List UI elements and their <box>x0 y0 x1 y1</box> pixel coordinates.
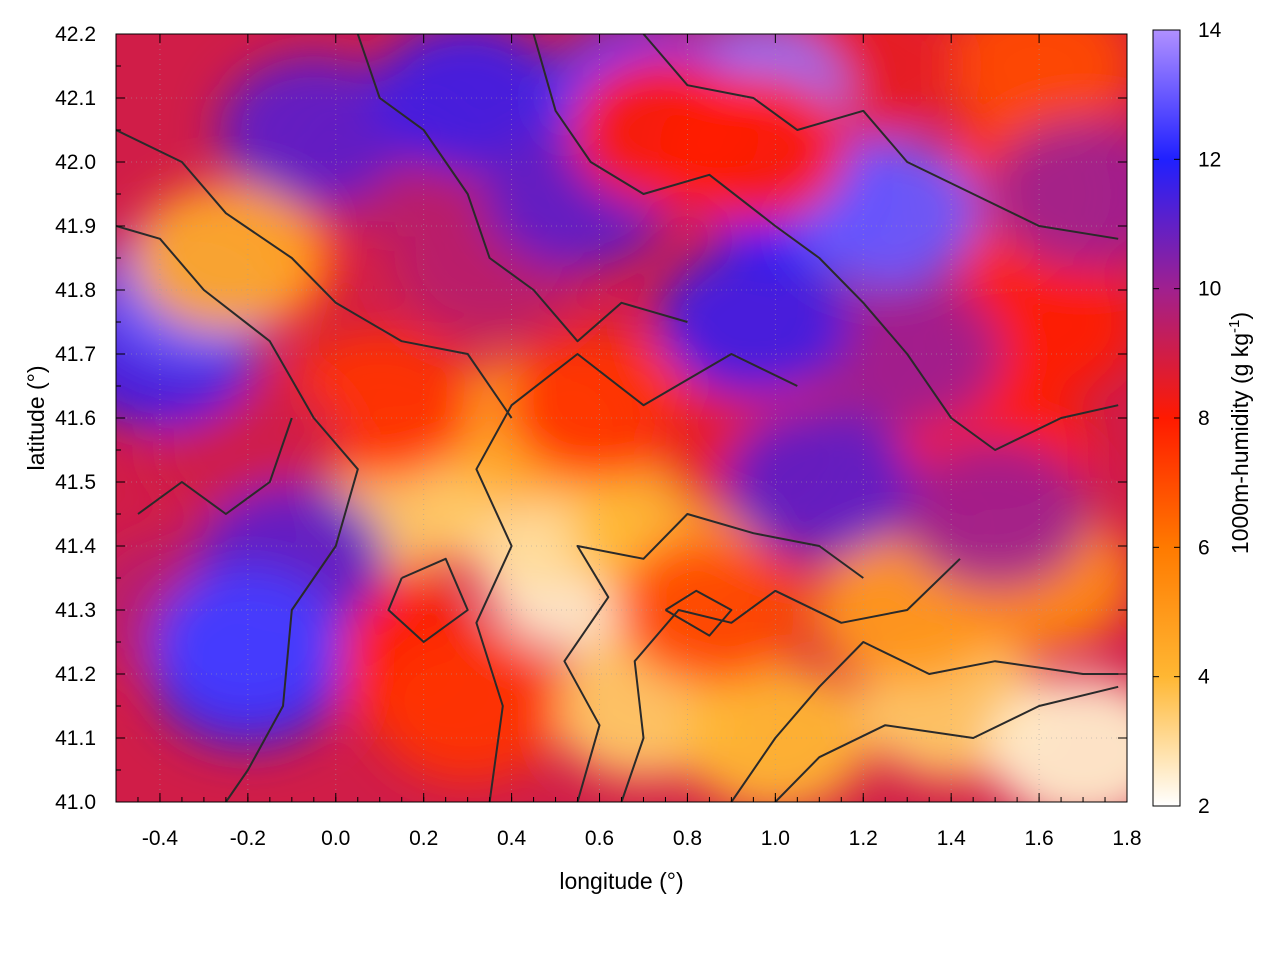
x-tick-label: 0.6 <box>585 827 614 850</box>
x-axis: -0.4 -0.2 0.0 0.2 0.4 0.6 0.8 1.0 1.2 1.4 1.6 1.8 <box>115 34 1142 850</box>
colorbar-tick-label: 4 <box>1198 666 1210 689</box>
y-tick-label: 41.4 <box>55 535 96 558</box>
x-tick-label: 0.8 <box>673 827 702 850</box>
x-tick-label: -0.2 <box>230 827 266 850</box>
colorbar-title-exponent: -1 <box>1226 320 1243 333</box>
y-tick-label: 41.5 <box>55 471 96 494</box>
colorbar-title: 1000m-humidity (g kg-1) <box>1226 312 1253 554</box>
colorbar-tick-label: 8 <box>1198 407 1210 430</box>
contour-line <box>532 34 1119 451</box>
y-tick-label: 41.6 <box>55 407 96 430</box>
x-tick-label: 1.4 <box>937 827 967 850</box>
colorbar-title-suffix: ) <box>1227 312 1253 320</box>
y-tick-label: 41.7 <box>55 343 96 366</box>
y-tick-label: 41.2 <box>55 663 96 686</box>
colorbar: 2 4 6 8 10 12 14 <box>1152 19 1222 818</box>
heatmap-field <box>116 34 1127 802</box>
heatmap-region <box>658 247 849 397</box>
heatmap-region <box>900 439 1091 589</box>
y-tick-label: 41.0 <box>55 791 96 814</box>
grid-lines <box>116 34 1127 802</box>
x-tick-label: 0.0 <box>321 827 350 850</box>
colorbar-ticks: 2 4 6 8 10 12 14 <box>1153 19 1222 818</box>
y-tick-label: 41.1 <box>55 727 96 750</box>
x-tick-label: 1.6 <box>1024 827 1053 850</box>
plot-area <box>115 33 1128 803</box>
contour-line <box>563 513 864 802</box>
contour-line <box>116 129 513 419</box>
contour-line <box>730 641 1119 802</box>
x-tick-label: 0.4 <box>497 827 527 850</box>
y-axis: 41.0 41.1 41.2 41.3 41.4 41.5 41.6 41.7 41.8 41.9… <box>55 23 1127 814</box>
heatmap-region <box>680 663 871 802</box>
colorbar-tick-label: 2 <box>1198 795 1210 818</box>
colorbar-tick-label: 14 <box>1198 19 1222 42</box>
heatmap-region <box>988 119 1127 269</box>
y-tick-label: 41.3 <box>55 599 96 622</box>
y-tick-label: 41.9 <box>55 215 96 238</box>
heatmap-blobs <box>116 34 1127 802</box>
x-tick-label: 1.8 <box>1112 827 1141 850</box>
contour-line <box>620 558 961 802</box>
x-tick-label: 1.0 <box>761 827 790 850</box>
x-tick-label: -0.4 <box>142 827 179 850</box>
contour-line <box>356 34 688 343</box>
heatmap-region <box>130 183 321 333</box>
colorbar-tick-label: 10 <box>1198 278 1221 301</box>
x-axis-title: longitude (°) <box>559 868 683 894</box>
contour-line <box>664 589 733 637</box>
heatmap-region <box>658 74 849 225</box>
contour-line <box>116 225 359 802</box>
contour-line <box>475 353 798 802</box>
x-tick-label: 0.2 <box>409 827 438 850</box>
contour-line <box>642 34 1119 240</box>
contour-line <box>774 685 1119 802</box>
y-axis-title: latitude (°) <box>23 365 49 470</box>
contour-line <box>387 557 469 643</box>
y-tick-label: 41.8 <box>55 279 96 302</box>
y-tick-label: 42.1 <box>55 87 96 110</box>
x-tick-label: 1.2 <box>849 827 878 850</box>
heatmap-region <box>614 535 805 685</box>
contour-line <box>137 417 293 515</box>
y-tick-label: 42.0 <box>55 151 96 174</box>
heatmap-region <box>218 55 409 205</box>
contour-lines <box>116 34 1119 802</box>
heatmap-region <box>944 34 1127 141</box>
colorbar-tick-label: 6 <box>1198 536 1210 559</box>
colorbar-tick-label: 12 <box>1198 148 1221 171</box>
y-tick-label: 42.2 <box>55 23 96 46</box>
heatmap-region <box>988 675 1127 802</box>
heatmap-region <box>504 330 695 481</box>
heatmap-region <box>724 407 915 557</box>
colorbar-title-main: 1000m-humidity (g kg <box>1227 333 1253 554</box>
heatmap-region <box>372 631 563 781</box>
